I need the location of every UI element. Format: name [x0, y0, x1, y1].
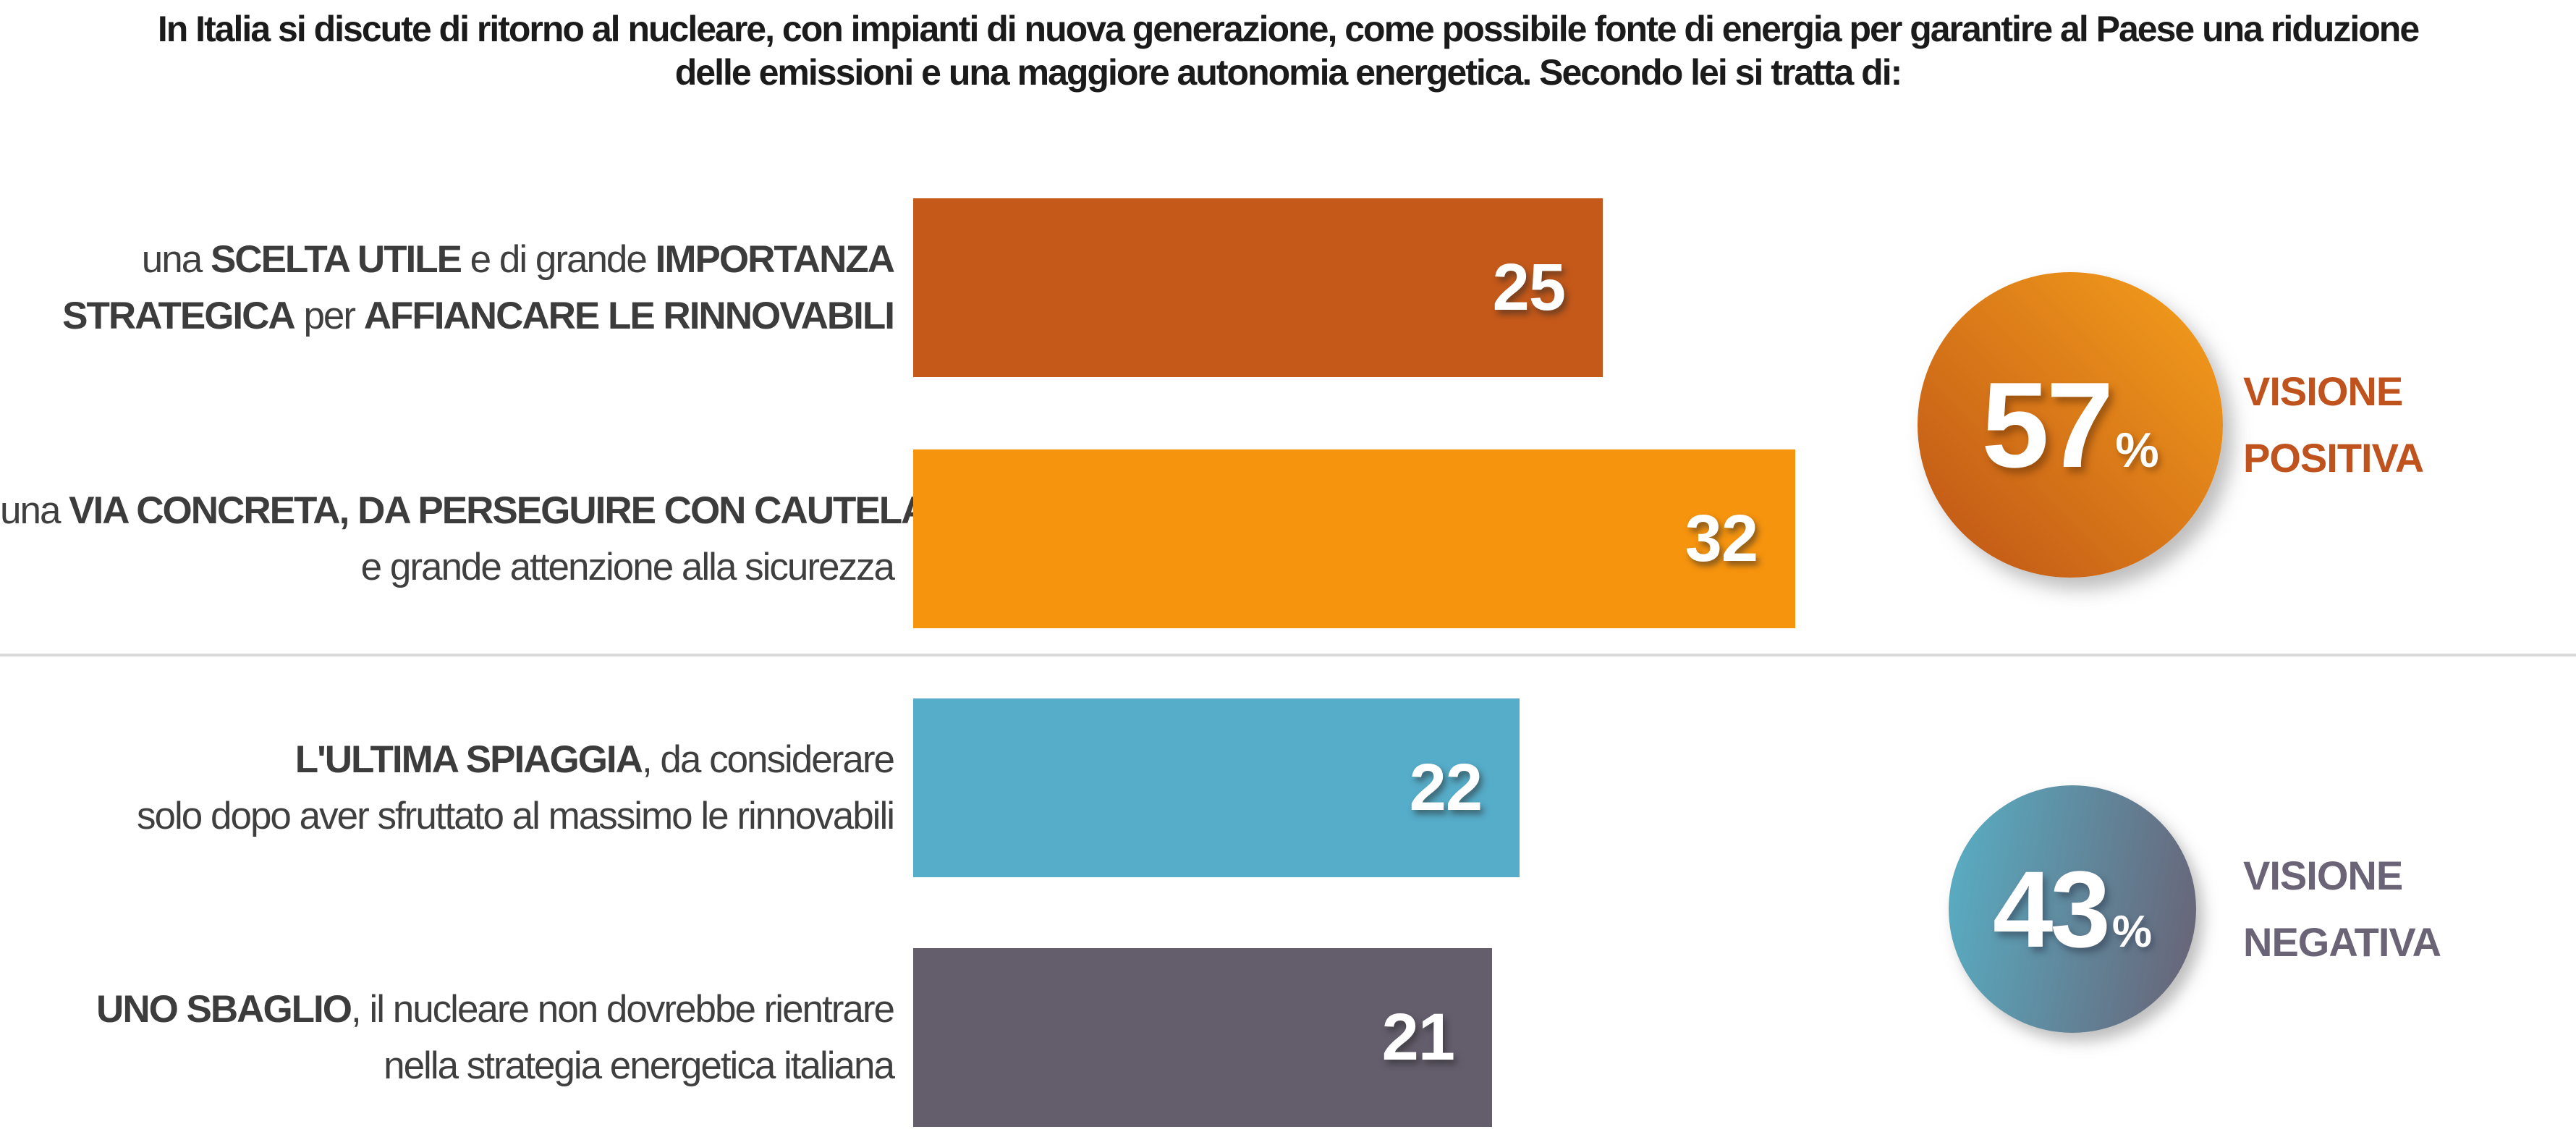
bar-label-line: nella strategia energetica italiana — [384, 1044, 895, 1087]
percent-sign: % — [2115, 422, 2159, 478]
bar: 25 — [913, 198, 1603, 377]
negative-summary-label: VISIONE NEGATIVA — [2243, 842, 2441, 976]
positive-summary-label-line-1: VISIONE — [2243, 368, 2403, 414]
bar-label: L'ULTIMA SPIAGGIA, da considerare solo do… — [0, 732, 895, 845]
bar-value: 21 — [1381, 1000, 1455, 1074]
bar-label-line: una SCELTA UTILE e di grande IMPORTANZA — [141, 237, 895, 281]
positive-summary-label: VISIONE POSITIVA — [2243, 358, 2424, 491]
bar-label: UNO SBAGLIO, il nucleare non dovrebbe ri… — [0, 981, 895, 1094]
bar: 21 — [913, 948, 1492, 1127]
page-title-line-2: delle emissioni e una maggiore autonomia… — [674, 52, 1902, 93]
negative-percentage: 43 % — [1993, 847, 2152, 972]
bar-label-line: una VIA CONCRETA, DA PERSEGUIRE CON CAUT… — [0, 489, 928, 532]
page-title: In Italia si discute di ritorno al nucle… — [0, 7, 2576, 94]
page-title-line-1: In Italia si discute di ritorno al nucle… — [157, 9, 2420, 49]
positive-percentage: 57 % — [1981, 355, 2158, 495]
negative-summary-circle: 43 % — [1949, 785, 2196, 1033]
positive-summary-circle: 57 % — [1918, 272, 2223, 578]
section-divider — [0, 654, 2576, 656]
bar-value: 22 — [1409, 751, 1483, 824]
bar: 22 — [913, 698, 1520, 877]
bar-label-line: e grande attenzione alla sicurezza — [360, 545, 895, 588]
bar-label-line: STRATEGICA per AFFIANCARE LE RINNOVABILI — [62, 294, 895, 337]
bar-value: 32 — [1685, 502, 1758, 575]
negative-summary-label-line-2: NEGATIVA — [2243, 919, 2441, 965]
negative-summary-label-line-1: VISIONE — [2243, 853, 2403, 898]
bar-label-line: L'ULTIMA SPIAGGIA, da considerare — [295, 738, 895, 781]
bar-label-line: solo dopo aver sfruttato al massimo le r… — [137, 794, 895, 837]
negative-percentage-value: 43 — [1993, 848, 2111, 970]
positive-summary-label-line-2: POSITIVA — [2243, 435, 2424, 481]
bar-label-line: UNO SBAGLIO, il nucleare non dovrebbe ri… — [96, 987, 895, 1031]
bar-label: una VIA CONCRETA, DA PERSEGUIRE CON CAUT… — [0, 483, 928, 596]
bar: 32 — [913, 449, 1795, 628]
positive-percentage-value: 57 — [1981, 356, 2114, 493]
bar-value: 25 — [1492, 250, 1566, 324]
bar-label: una SCELTA UTILE e di grande IMPORTANZA S… — [0, 232, 895, 345]
percent-sign: % — [2111, 906, 2152, 957]
